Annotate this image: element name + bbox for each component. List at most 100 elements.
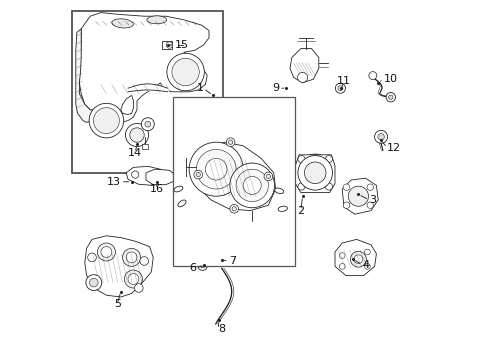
Text: 4: 4 — [362, 260, 369, 270]
Polygon shape — [290, 49, 319, 83]
Text: 10: 10 — [384, 74, 397, 84]
Polygon shape — [146, 169, 175, 185]
Circle shape — [126, 252, 137, 263]
Circle shape — [90, 278, 98, 287]
Circle shape — [389, 95, 393, 99]
Circle shape — [101, 247, 112, 257]
Circle shape — [140, 257, 148, 265]
Circle shape — [378, 134, 384, 140]
Ellipse shape — [212, 254, 225, 261]
Circle shape — [198, 261, 207, 270]
Polygon shape — [79, 13, 209, 122]
Circle shape — [348, 186, 368, 206]
Circle shape — [303, 161, 327, 185]
Ellipse shape — [147, 16, 167, 24]
Circle shape — [365, 249, 370, 255]
Polygon shape — [295, 155, 335, 193]
Circle shape — [88, 253, 97, 262]
Circle shape — [264, 172, 273, 181]
Circle shape — [94, 108, 120, 134]
Text: 9: 9 — [272, 83, 279, 93]
Text: 12: 12 — [387, 143, 401, 153]
Bar — [72, 11, 223, 173]
Circle shape — [122, 248, 141, 266]
Circle shape — [230, 204, 239, 213]
Circle shape — [367, 202, 373, 208]
Text: 11: 11 — [337, 76, 351, 86]
Circle shape — [354, 255, 363, 264]
Circle shape — [230, 163, 274, 208]
Circle shape — [205, 158, 227, 180]
Circle shape — [365, 264, 370, 269]
Circle shape — [350, 251, 367, 267]
Circle shape — [125, 123, 148, 147]
Circle shape — [228, 140, 233, 144]
Circle shape — [141, 118, 154, 131]
Circle shape — [374, 130, 388, 143]
Circle shape — [236, 169, 269, 202]
Circle shape — [338, 86, 343, 91]
Circle shape — [91, 278, 100, 287]
Ellipse shape — [278, 206, 288, 211]
Polygon shape — [121, 95, 133, 114]
Circle shape — [167, 53, 204, 91]
Circle shape — [335, 83, 345, 93]
Circle shape — [166, 42, 172, 48]
Circle shape — [343, 184, 350, 190]
Bar — [142, 144, 148, 149]
Text: 5: 5 — [114, 299, 121, 309]
Circle shape — [128, 274, 139, 284]
Ellipse shape — [112, 19, 133, 28]
Circle shape — [297, 72, 308, 82]
Bar — [173, 97, 295, 266]
Circle shape — [325, 183, 333, 190]
Text: 14: 14 — [128, 148, 142, 158]
Circle shape — [266, 174, 270, 179]
Circle shape — [369, 72, 377, 80]
Circle shape — [298, 156, 333, 190]
Text: 1: 1 — [196, 83, 204, 93]
Text: 8: 8 — [218, 324, 225, 334]
Polygon shape — [85, 236, 153, 297]
Text: 7: 7 — [229, 256, 236, 266]
Circle shape — [298, 183, 305, 190]
Circle shape — [98, 243, 116, 261]
Polygon shape — [76, 29, 104, 122]
Circle shape — [134, 284, 143, 292]
Circle shape — [298, 156, 305, 163]
Circle shape — [130, 128, 144, 142]
Circle shape — [243, 176, 261, 194]
Text: 16: 16 — [150, 184, 164, 194]
Circle shape — [304, 162, 326, 184]
Circle shape — [226, 138, 235, 147]
Text: 15: 15 — [175, 40, 189, 50]
Circle shape — [89, 103, 123, 138]
Polygon shape — [196, 142, 275, 211]
Circle shape — [325, 156, 333, 163]
Circle shape — [189, 142, 243, 196]
Circle shape — [124, 270, 143, 288]
Circle shape — [194, 170, 202, 179]
Circle shape — [296, 154, 334, 192]
Circle shape — [172, 58, 199, 86]
Circle shape — [200, 264, 205, 268]
Circle shape — [232, 207, 236, 211]
Text: 2: 2 — [297, 206, 304, 216]
Ellipse shape — [178, 200, 186, 207]
Circle shape — [215, 255, 221, 260]
Circle shape — [145, 121, 151, 127]
Text: 3: 3 — [369, 195, 376, 205]
Text: 6: 6 — [190, 263, 196, 273]
Circle shape — [196, 172, 200, 177]
Circle shape — [386, 93, 395, 102]
Text: 13: 13 — [107, 177, 121, 187]
Circle shape — [86, 275, 102, 291]
Polygon shape — [126, 166, 166, 185]
Circle shape — [196, 149, 236, 189]
Bar — [162, 41, 172, 49]
Ellipse shape — [174, 186, 183, 192]
Circle shape — [367, 184, 373, 190]
Circle shape — [132, 171, 139, 178]
Polygon shape — [335, 239, 376, 275]
Ellipse shape — [274, 188, 284, 194]
